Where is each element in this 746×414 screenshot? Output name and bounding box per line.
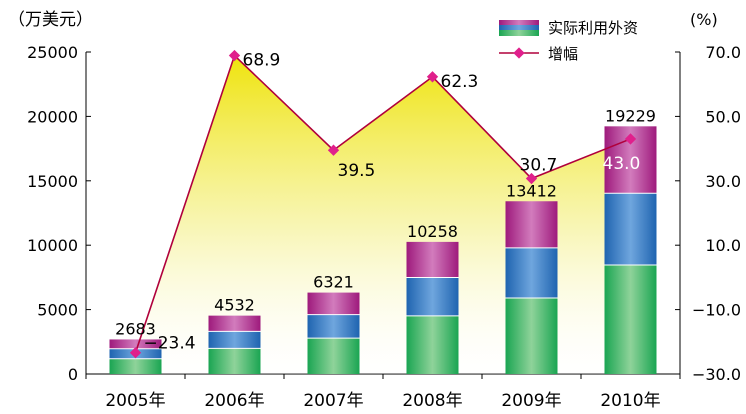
growth-value-label: −23.4	[144, 334, 196, 354]
right-axis-tick-label: 70.0	[705, 43, 741, 62]
growth-marker	[228, 49, 241, 62]
bar-segment-middle	[505, 247, 558, 298]
bar-segment-top	[208, 315, 261, 332]
growth-line	[134, 54, 631, 354]
x-axis-tick-label: 2006年	[204, 391, 264, 411]
bar-segment-top	[307, 292, 360, 315]
growth-value-label: 30.7	[520, 156, 558, 176]
bar-value-label: 13412	[506, 181, 557, 200]
growth-value-label: 62.3	[441, 72, 479, 92]
left-axis-tick-label: 10000	[27, 236, 78, 255]
bar-value-label: 6321	[313, 273, 354, 292]
bar-value-label: 10258	[407, 222, 458, 241]
legend: 实际利用外资 增幅	[499, 19, 638, 63]
bar-2010年	[604, 126, 657, 374]
axes: 0 5000 10000 15000 20000 25000 −30.0 −10.0 10.0…	[27, 43, 741, 411]
growth-marker	[129, 347, 142, 359]
left-axis-tick-label: 20000	[27, 107, 78, 126]
bar-segment-bottom	[406, 315, 459, 374]
x-axis-tick-label: 2007年	[303, 391, 363, 411]
growth-value-label: 43.0	[603, 154, 641, 174]
bar-2008年	[406, 241, 459, 374]
growth-marker	[624, 133, 637, 145]
y2-axis-unit-label: (%)	[690, 10, 718, 29]
bar-value-label: 4532	[214, 296, 255, 315]
x-axis-tick-label: 2010年	[600, 391, 660, 411]
legend-label-line: 增幅	[548, 45, 578, 63]
right-axis-tick-label: 10.0	[705, 236, 741, 255]
bar-segment-bottom	[604, 265, 657, 374]
bar-segment-middle	[406, 277, 459, 316]
x-axis-tick-label: 2005年	[105, 391, 165, 411]
bar-segment-bottom	[307, 338, 360, 374]
bar-value-label: 19229	[605, 106, 656, 125]
left-axis-tick-label: 5000	[37, 301, 78, 320]
left-axis-tick-label: 25000	[27, 43, 78, 62]
bar-segment-bottom	[505, 297, 558, 374]
growth-marker	[525, 172, 538, 185]
x-axis-tick-label: 2008年	[402, 391, 462, 411]
right-axis-tick-label: −30.0	[692, 365, 741, 384]
right-axis-tick-label: 50.0	[705, 107, 741, 126]
bar-segment-top	[505, 201, 558, 248]
bar-2006年	[208, 315, 261, 374]
y-axis-unit-label: （万美元）	[8, 10, 93, 30]
bar-segment-top	[406, 241, 459, 278]
left-axis-tick-label: 15000	[27, 172, 78, 191]
right-axis-tick-label: −10.0	[692, 301, 741, 320]
growth-value-label: 68.9	[243, 51, 281, 71]
bar-2007年	[307, 292, 360, 374]
bar-segment-top	[109, 339, 162, 349]
right-axis-tick-label: 30.0	[705, 172, 741, 191]
bar-segment-middle	[208, 331, 261, 349]
bar-segment-bottom	[109, 358, 162, 374]
legend-marker-icon	[513, 47, 525, 59]
bar-segment-middle	[307, 314, 360, 339]
bar-segment-bottom	[208, 348, 261, 374]
bar-2009年	[505, 201, 558, 374]
bar-value-label: 2683	[115, 319, 156, 338]
bar-segment-middle	[604, 193, 657, 266]
legend-swatch-bar	[499, 20, 539, 36]
legend-label-bar: 实际利用外资	[548, 19, 638, 37]
growth-marker	[327, 144, 340, 156]
growth-value-label: 39.5	[338, 161, 376, 181]
left-axis-tick-label: 0	[68, 365, 78, 384]
x-axis-tick-label: 2009年	[501, 391, 561, 411]
